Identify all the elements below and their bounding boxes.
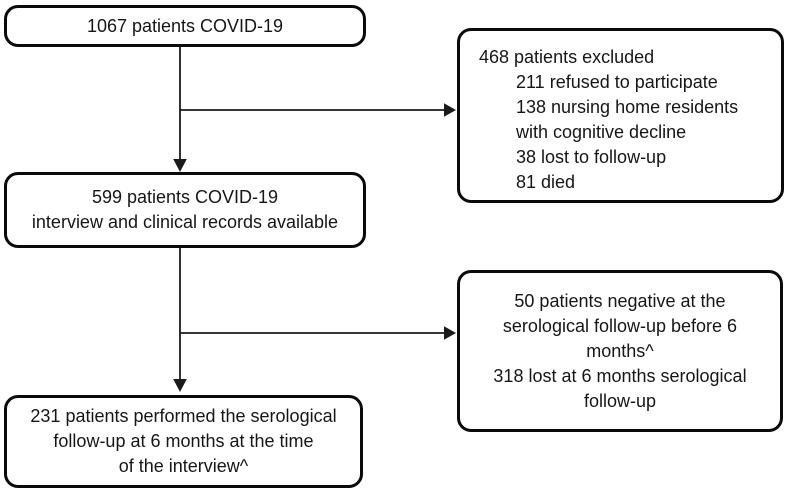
box-line: 138 nursing home residents xyxy=(516,97,739,117)
box-line: interview and clinical records available xyxy=(31,212,339,232)
box-line: of the interview^ xyxy=(118,456,249,476)
arrow-branch-to-negative-head xyxy=(444,326,456,340)
box-line: 318 lost at 6 months serological xyxy=(493,365,747,386)
box-line: 211 refused to participate xyxy=(516,72,718,92)
box-enrolled-patients: 1067 patients COVID-19 xyxy=(4,5,366,47)
box-line: follow-up at 6 months at the time xyxy=(53,431,314,451)
box-line: months^ xyxy=(586,340,654,361)
box-records-available: 599 patients COVID-19 interview and clin… xyxy=(4,172,366,248)
box-line: 599 patients COVID-19 xyxy=(91,187,279,207)
box-line: 468 patients excluded xyxy=(479,47,655,67)
box-line: 81 died xyxy=(516,172,576,192)
box-line: 231 patients performed the serological xyxy=(30,406,337,426)
box-line: serological follow-up before 6 xyxy=(502,315,738,336)
box-line: 50 patients negative at the xyxy=(514,290,726,311)
arrow-branch-to-excluded-head xyxy=(444,103,456,117)
box-line: 1067 patients COVID-19 xyxy=(86,15,284,36)
arrow-records-to-followup-head xyxy=(173,379,187,392)
box-excluded-patients: 468 patients excluded 211 refused to par… xyxy=(457,28,784,203)
box-serological-followup: 231 patients performed the serological f… xyxy=(4,395,363,488)
box-line: 38 lost to follow-up xyxy=(516,147,667,167)
box-line: with cognitive decline xyxy=(516,122,687,142)
box-negative-serology: 50 patients negative at the serological … xyxy=(457,270,783,432)
box-line: follow-up xyxy=(583,390,657,411)
arrow-enrolled-to-records-head xyxy=(173,159,187,172)
